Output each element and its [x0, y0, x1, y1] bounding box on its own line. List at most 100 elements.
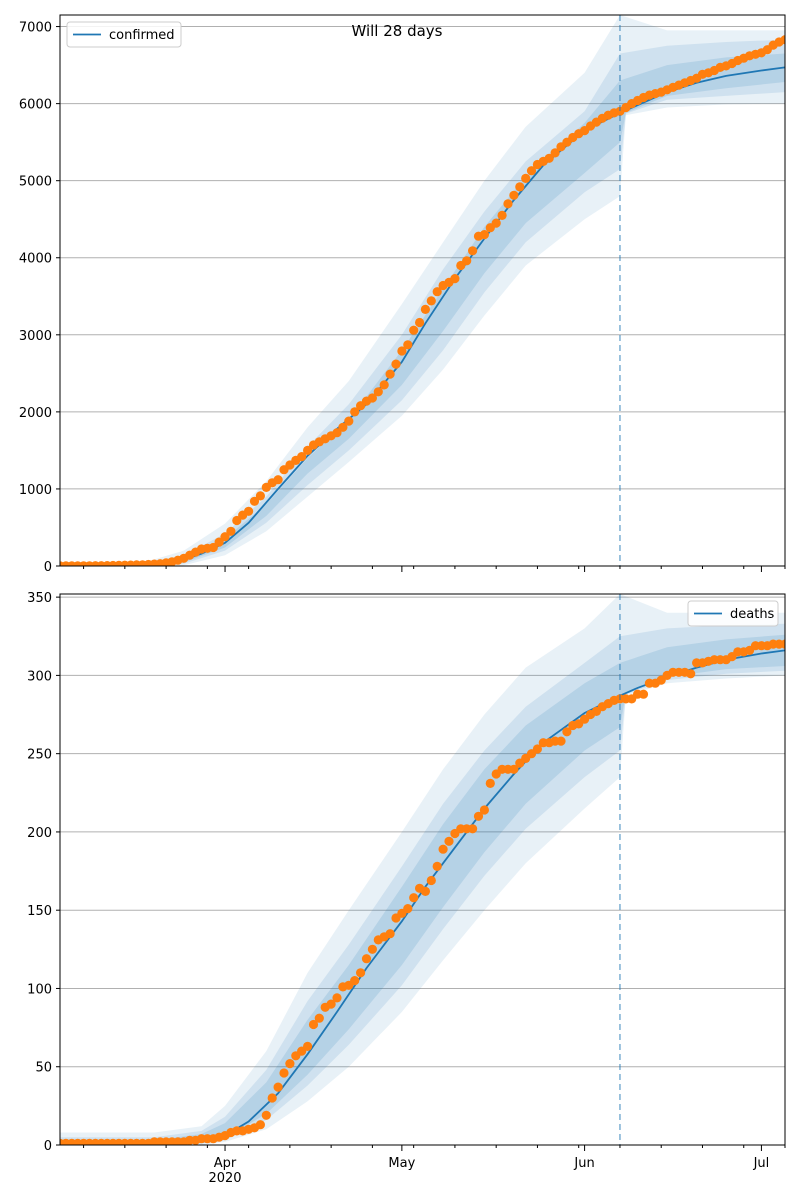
observed-point: [397, 346, 407, 356]
observed-point: [226, 526, 236, 536]
observed-point: [468, 246, 478, 256]
legend-label: deaths: [730, 607, 775, 622]
observed-point: [521, 173, 531, 183]
observed-point: [391, 359, 401, 369]
deaths-panel: 0 50 100 150 200 250 300 350 Apr May Jun Jul 2020 dea…: [27, 591, 786, 1186]
y-tick-label: 250: [27, 748, 52, 763]
observed-point: [255, 1120, 265, 1130]
observed-point: [367, 944, 377, 954]
axes-frame: [59, 14, 786, 567]
observed-point: [426, 875, 436, 886]
observed-point: [332, 993, 342, 1003]
observed-point: [356, 968, 366, 978]
deaths-legend: deaths: [687, 600, 779, 627]
observed-point: [267, 1093, 277, 1103]
legend-label: confirmed: [109, 28, 175, 43]
observed-point: [361, 954, 372, 964]
observed-point: [780, 35, 785, 45]
observed-points: [60, 35, 785, 566]
y-tick-label: 7000: [19, 21, 52, 36]
observed-point: [550, 148, 560, 158]
observed-point: [273, 475, 283, 485]
observed-point: [462, 256, 472, 266]
observed-point: [544, 153, 554, 163]
observed-point: [509, 764, 519, 774]
observed-point: [468, 824, 478, 834]
observed-point: [444, 836, 454, 846]
observed-point: [432, 287, 442, 297]
observed-point: [338, 422, 348, 432]
observed-point: [379, 380, 389, 390]
observed-point: [450, 274, 460, 284]
observed-point: [491, 218, 501, 228]
observed-point: [503, 199, 513, 209]
observed-point: [497, 210, 507, 220]
observed-point: [232, 515, 242, 526]
observed-point: [473, 811, 484, 821]
observed-point: [326, 999, 336, 1009]
observed-point: [420, 886, 430, 897]
observed-point: [214, 537, 224, 547]
observed-point: [438, 844, 448, 854]
confirmed-legend: confirmed: [66, 21, 182, 48]
observed-point: [509, 190, 519, 200]
observed-point: [409, 325, 419, 335]
observed-point: [409, 893, 419, 903]
y-tick-label: 50: [35, 1061, 52, 1076]
observed-point: [350, 407, 360, 417]
observed-point: [385, 929, 395, 939]
observed-point: [220, 532, 230, 542]
y-tick-label: 2000: [19, 406, 52, 421]
observed-point: [273, 1082, 283, 1092]
observed-point: [426, 296, 436, 306]
observed-point: [367, 393, 377, 403]
uncertainty-band-2: [60, 39, 785, 566]
x-tick-label: Jul: [753, 1156, 770, 1171]
uncertainty-band-2: [60, 623, 785, 1145]
y-tick-label: 350: [27, 591, 52, 606]
observed-point: [415, 317, 425, 328]
observed-point: [686, 669, 696, 679]
observed-point: [403, 340, 413, 350]
observed-point: [255, 491, 265, 501]
observed-point: [279, 1068, 289, 1078]
observed-point: [249, 496, 260, 506]
observed-point: [285, 1059, 295, 1069]
observed-point: [303, 445, 313, 455]
y-tick-label: 4000: [19, 252, 52, 267]
observed-point: [420, 304, 430, 314]
observed-point: [385, 369, 395, 379]
legend-box: [687, 600, 779, 627]
y-tick-label: 3000: [19, 329, 52, 344]
observed-point: [532, 744, 543, 754]
observed-point: [314, 1013, 324, 1023]
observed-point: [350, 976, 360, 986]
y-tick-label: 200: [27, 826, 52, 841]
observed-point: [261, 1110, 271, 1120]
observed-point: [479, 805, 489, 815]
observed-point: [244, 506, 254, 516]
observed-point: [432, 861, 442, 872]
x-tick-label: Jun: [573, 1156, 594, 1171]
observed-point: [556, 736, 566, 746]
y-tick-label: 5000: [19, 175, 52, 190]
observed-point: [638, 689, 649, 699]
observed-point: [780, 639, 785, 649]
confirmed-panel: 0 1000 2000 3000 4000 5000 6000 7000 confirmed: [19, 14, 786, 575]
observed-point: [332, 428, 342, 438]
observed-point: [403, 904, 413, 914]
uncertainty-band-1: [60, 15, 785, 566]
observed-points: [60, 639, 785, 1145]
y-tick-label: 100: [27, 982, 52, 997]
uncertainty-band-1: [60, 594, 785, 1145]
x-tick-label: May: [388, 1156, 415, 1171]
observed-point: [297, 452, 307, 462]
x-year-label: 2020: [208, 1171, 241, 1186]
y-tick-label: 6000: [19, 98, 52, 113]
observed-point: [344, 416, 354, 426]
y-tick-label: 150: [27, 904, 52, 919]
observed-point: [526, 166, 537, 176]
axes-frame: [59, 593, 786, 1146]
